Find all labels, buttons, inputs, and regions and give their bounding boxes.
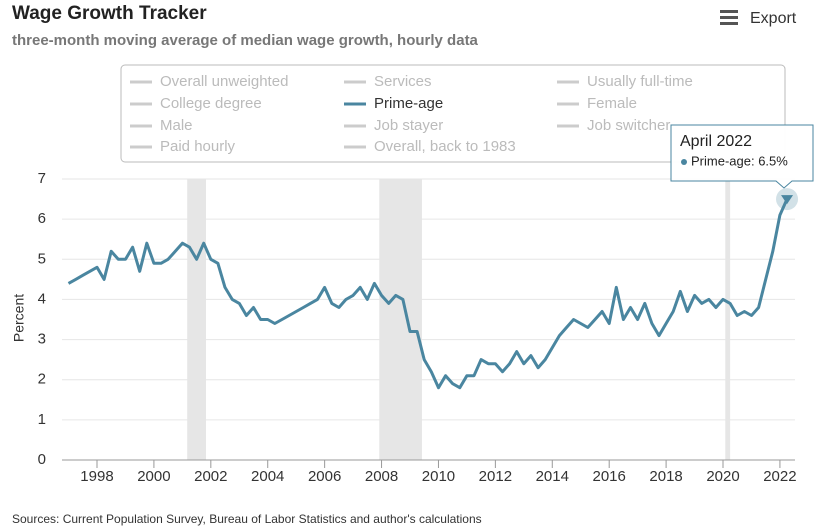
legend-label: Prime-age [374, 95, 443, 112]
x-tick-label: 1998 [80, 468, 113, 485]
legend-label: Female [587, 95, 637, 112]
legend-label: Paid hourly [160, 138, 236, 155]
x-tick-label: 2008 [365, 468, 398, 485]
tooltip-title: April 2022 [680, 133, 752, 150]
chart-title: Wage Growth Tracker [12, 3, 207, 24]
menu-icon-bar [720, 16, 738, 19]
legend-label: Overall, back to 1983 [374, 138, 516, 155]
y-tick-label: 3 [38, 331, 46, 348]
y-axis-label: Percent [11, 294, 27, 342]
y-tick-label: 4 [38, 290, 46, 307]
y-tick-label: 0 [38, 451, 46, 468]
x-tick-label: 2002 [194, 468, 227, 485]
y-tick-label: 6 [38, 210, 46, 227]
x-tick-label: 2018 [649, 468, 682, 485]
x-tick-label: 2020 [706, 468, 739, 485]
menu-icon-bar [720, 10, 738, 13]
tooltip-label: Prime-age: 6.5% [691, 153, 788, 168]
tooltip-dot [681, 159, 687, 165]
export-label: Export [750, 10, 797, 27]
legend-label: Job stayer [374, 117, 443, 134]
recession-band [187, 179, 206, 460]
x-tick-label: 2004 [251, 468, 284, 485]
x-tick-label: 2000 [137, 468, 170, 485]
x-tick-label: 2012 [479, 468, 512, 485]
x-tick-label: 2022 [763, 468, 796, 485]
x-tick-label: 2006 [308, 468, 341, 485]
data-line [67, 198, 789, 390]
recession-band [725, 179, 731, 460]
legend-label: College degree [160, 95, 262, 112]
legend-label: Overall unweighted [160, 73, 288, 90]
chart-subtitle: three-month moving average of median wag… [12, 32, 479, 49]
y-tick-label: 1 [38, 411, 46, 428]
x-tick-label: 2010 [422, 468, 455, 485]
legend-box [120, 64, 786, 163]
legend-label: Usually full-time [587, 73, 693, 90]
y-tick-label: 2 [38, 371, 46, 388]
legend-label: Services [374, 73, 432, 90]
legend-label: Male [160, 117, 193, 134]
hover-marker [781, 195, 794, 205]
legend-label: Job switcher [587, 117, 670, 134]
menu-icon-bar [720, 22, 738, 25]
x-tick-label: 2014 [536, 468, 569, 485]
source: Sources: Current Population Survey, Bure… [12, 512, 482, 526]
recession-band [379, 179, 422, 460]
y-tick-label: 5 [38, 250, 46, 267]
y-tick-label: 7 [38, 170, 46, 187]
tooltip-box [670, 124, 814, 189]
export-button[interactable]: Export [720, 10, 797, 27]
x-tick-label: 2016 [593, 468, 626, 485]
